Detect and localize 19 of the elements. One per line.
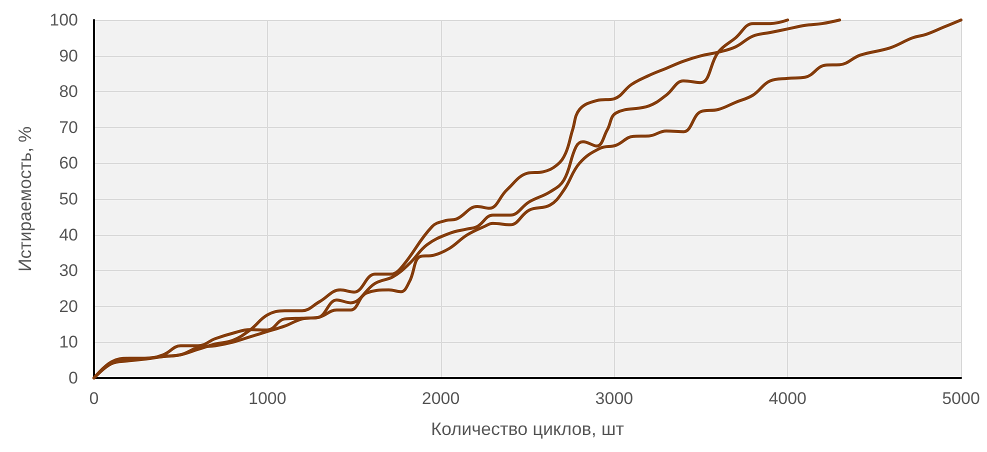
y-tick-label: 40 — [59, 225, 78, 244]
y-tick-label: 70 — [59, 118, 78, 137]
x-tick-label: 1000 — [248, 389, 286, 408]
x-tick-label: 5000 — [942, 389, 980, 408]
y-tick-label: 100 — [50, 10, 78, 30]
x-tick-label: 0 — [89, 389, 99, 408]
y-tick-label: 10 — [59, 332, 78, 352]
y-tick-label: 60 — [59, 154, 78, 173]
x-tick-label: 4000 — [768, 389, 807, 408]
x-tick-label: 3000 — [595, 389, 634, 408]
y-tick-label: 50 — [59, 190, 78, 208]
y-tick-label: 30 — [59, 261, 78, 280]
y-tick-label: 0 — [68, 368, 78, 388]
x-axis-title: Количество циклов, шт — [430, 419, 624, 439]
y-tick-label: 20 — [59, 296, 78, 316]
y-tick-label: 80 — [59, 82, 78, 102]
x-tick-label: 2000 — [422, 389, 460, 408]
y-tick-label: 90 — [59, 46, 78, 66]
y-axis-title: Истираемость, % — [15, 126, 35, 272]
